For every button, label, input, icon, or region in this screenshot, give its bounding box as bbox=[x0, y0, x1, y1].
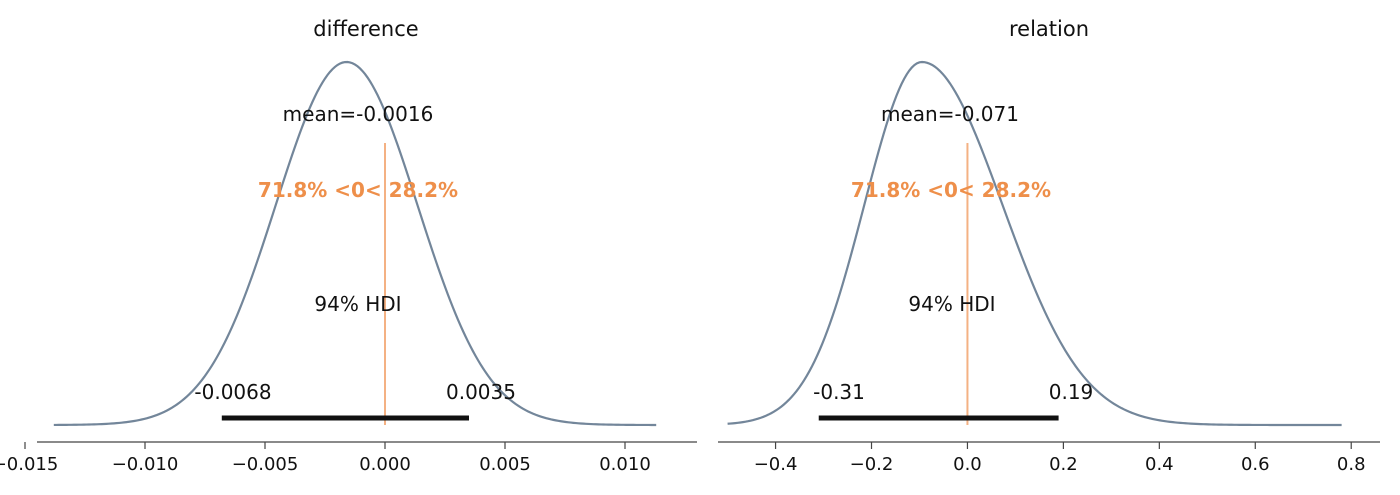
panel-difference: difference −0.015 −0.010 −0.005 0.000 0.005 0… bbox=[0, 17, 697, 475]
hdi-label: 94% HDI bbox=[314, 292, 401, 316]
x-tick-label: 0.0 bbox=[953, 454, 982, 475]
x-tick-label: 0.010 bbox=[599, 454, 651, 475]
mean-label: mean=-0.071 bbox=[881, 102, 1019, 126]
hdi-upper-label: 0.0035 bbox=[446, 380, 516, 404]
x-tick-label: 0.005 bbox=[479, 454, 531, 475]
hdi-lower-label: -0.0068 bbox=[194, 380, 271, 404]
hdi-upper-label: 0.19 bbox=[1049, 380, 1094, 404]
x-tick-label: 0.8 bbox=[1337, 454, 1366, 475]
density-curve bbox=[727, 60, 1342, 427]
density-curve bbox=[53, 60, 657, 427]
x-tick-label: −0.4 bbox=[754, 454, 798, 475]
panel-title: difference bbox=[313, 17, 418, 41]
x-tick-label: −0.005 bbox=[232, 454, 299, 475]
panel-title: relation bbox=[1009, 17, 1089, 41]
tick-layer: −0.015 −0.010 −0.005 0.000 0.005 0.010 bbox=[0, 442, 651, 475]
x-tick-label: −0.2 bbox=[850, 454, 894, 475]
reference-label: 71.8% <0< 28.2% bbox=[851, 178, 1051, 202]
x-tick-label: −0.010 bbox=[112, 454, 179, 475]
reference-label: 71.8% <0< 28.2% bbox=[258, 178, 458, 202]
hdi-label: 94% HDI bbox=[908, 292, 995, 316]
x-tick-label: 0.2 bbox=[1049, 454, 1078, 475]
curve-layer bbox=[53, 60, 657, 427]
tick-layer: −0.4 −0.2 0.0 0.2 0.4 0.6 0.8 bbox=[754, 442, 1366, 475]
panel-relation: relation −0.4 −0.2 0.0 0.2 0.4 0.6 0.8 mean=-0… bbox=[718, 17, 1380, 475]
x-tick-label: 0.000 bbox=[359, 454, 411, 475]
mean-label: mean=-0.0016 bbox=[283, 102, 434, 126]
x-tick-label: 0.6 bbox=[1241, 454, 1270, 475]
hdi-lower-label: -0.31 bbox=[813, 380, 865, 404]
x-tick-label: 0.4 bbox=[1145, 454, 1174, 475]
curve-layer bbox=[727, 60, 1342, 427]
x-tick-label: −0.015 bbox=[0, 454, 58, 475]
